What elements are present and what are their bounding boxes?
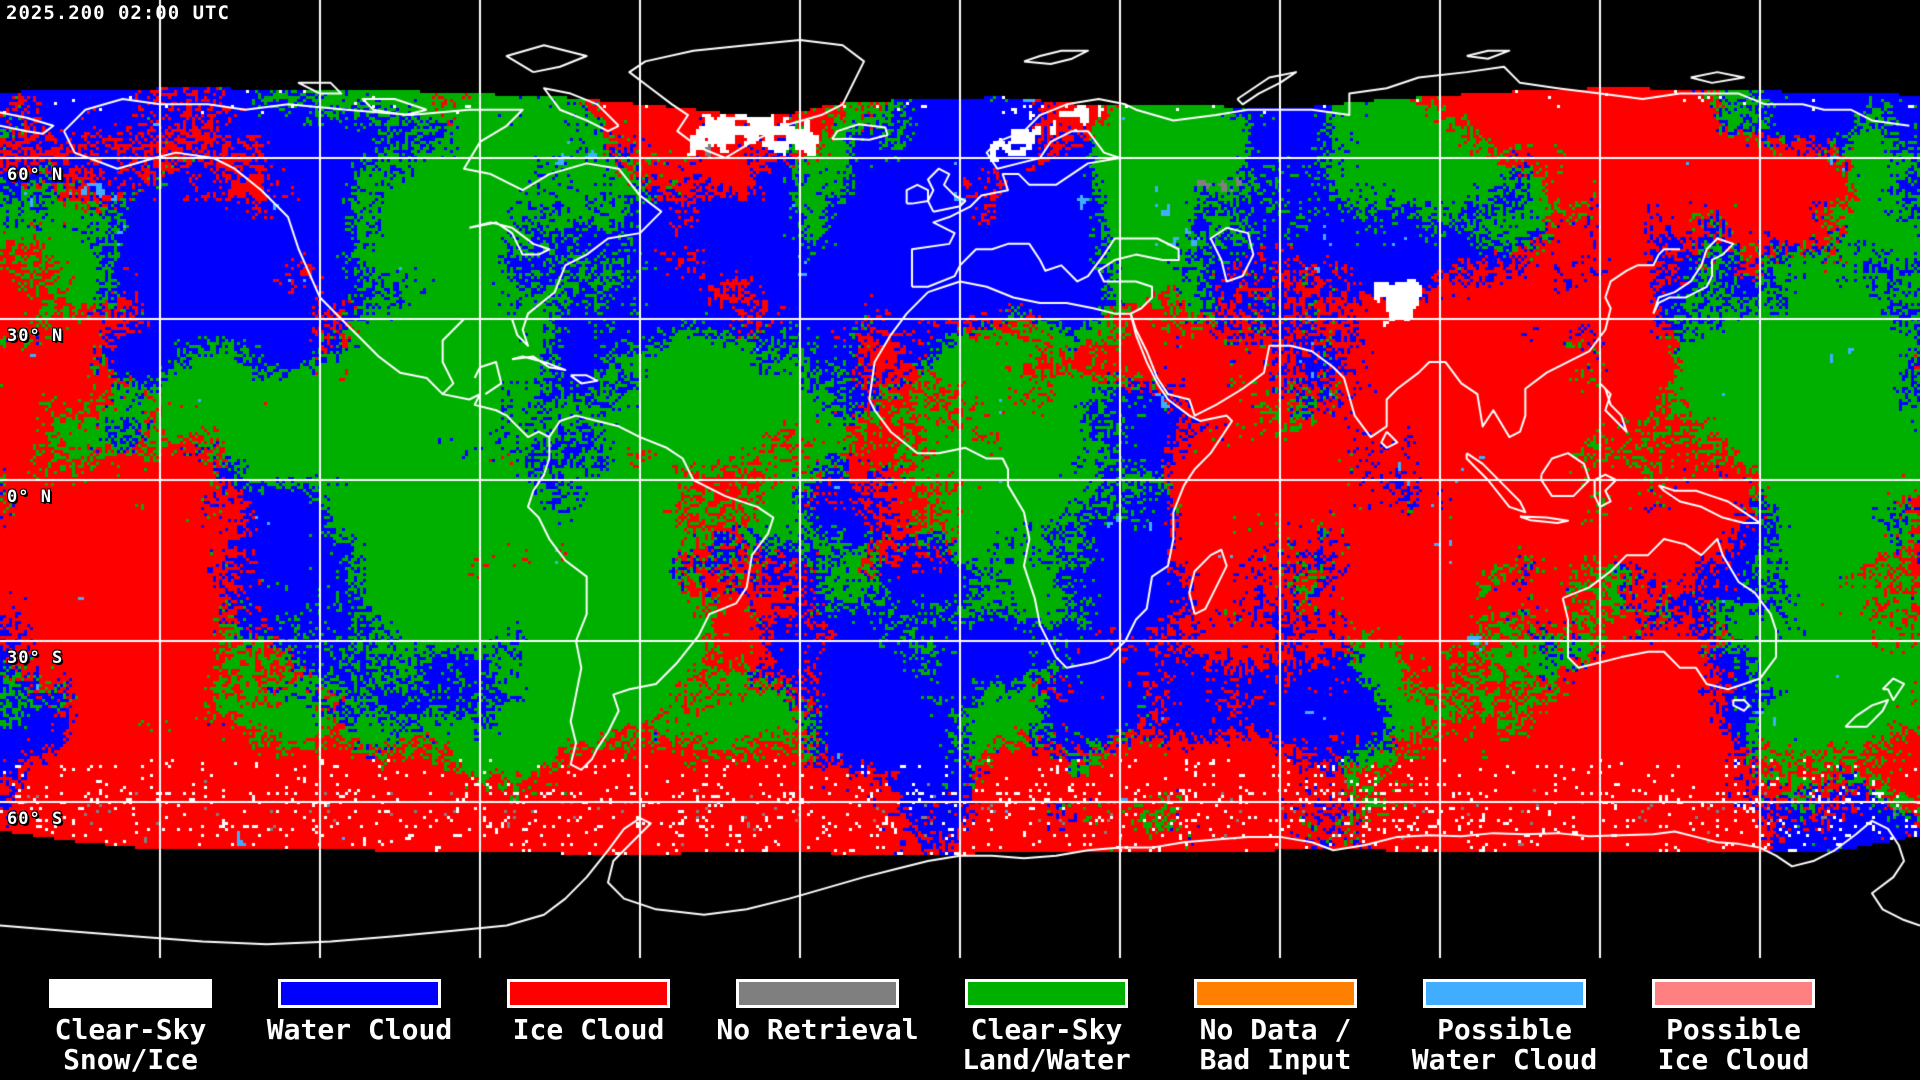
legend-item-possible_water_cloud: Possible Water Cloud [1390, 974, 1619, 1080]
latitude-label: 30° N [7, 325, 64, 346]
legend-swatch-possible_water_cloud [1423, 979, 1586, 1008]
legend-label: Clear-Sky [54, 1013, 207, 1046]
legend-label: Ice Cloud [1657, 1043, 1810, 1076]
legend-swatch-water_cloud [278, 979, 441, 1008]
legend-label: Water Cloud [1411, 1043, 1598, 1076]
legend-label: Bad Input [1199, 1043, 1352, 1076]
legend-label: Water Cloud [266, 1013, 453, 1046]
legend-item-ice_cloud: Ice Cloud [474, 974, 703, 1080]
legend-label: Possible [1666, 1013, 1801, 1046]
legend-item-no_data_bad_input: No Data / Bad Input [1161, 974, 1390, 1080]
legend-swatch-no_data_bad_input [1194, 979, 1357, 1008]
legend-label: No Retrieval [716, 1013, 919, 1046]
legend-item-clear_sky_snow_ice: Clear-Sky Snow/Ice [16, 974, 245, 1080]
legend: Clear-Sky Snow/Ice Water Cloud Ice Cloud No … [16, 974, 1848, 1080]
latitude-label: 60° S [7, 809, 64, 829]
legend-label: Clear-Sky [970, 1013, 1123, 1046]
legend-item-water_cloud: Water Cloud [245, 974, 474, 1080]
latitude-label: 60° N [7, 164, 64, 185]
latitude-label: 0° N [7, 487, 52, 507]
legend-label: Ice Cloud [512, 1013, 665, 1046]
legend-item-clear_sky_land_water: Clear-Sky Land/Water [932, 974, 1161, 1080]
legend-item-possible_ice_cloud: Possible Ice Cloud [1619, 974, 1848, 1080]
legend-label: Snow/Ice [63, 1043, 198, 1076]
legend-swatch-possible_ice_cloud [1652, 979, 1815, 1008]
legend-item-no_retrieval: No Retrieval [703, 974, 932, 1080]
timestamp-label: 2025.200 02:00 UTC [6, 2, 230, 24]
legend-swatch-ice_cloud [507, 979, 670, 1008]
legend-swatch-clear_sky_land_water [965, 979, 1128, 1008]
legend-label: No Data / [1199, 1013, 1352, 1046]
legend-swatch-no_retrieval [736, 979, 899, 1008]
legend-swatch-clear_sky_snow_ice [49, 979, 212, 1008]
legend-label: Land/Water [962, 1043, 1131, 1076]
latitude-label: 30° S [7, 648, 64, 668]
legend-label: Possible [1437, 1013, 1572, 1046]
